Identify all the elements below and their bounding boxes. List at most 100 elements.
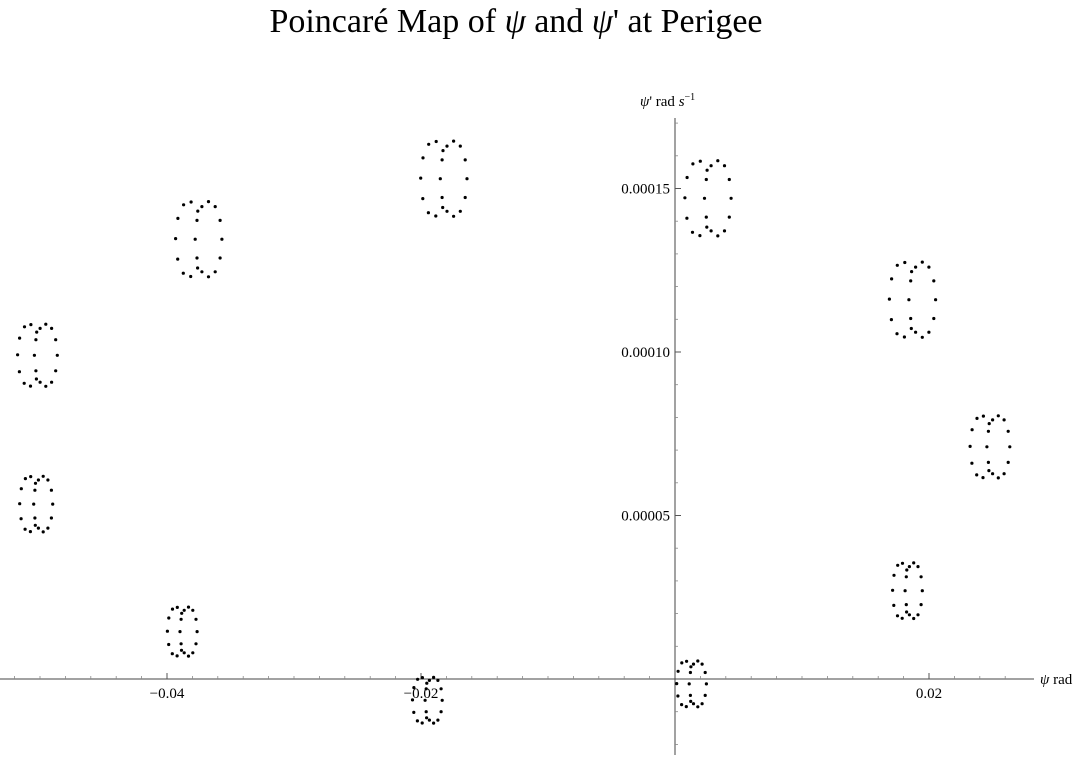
data-point xyxy=(700,702,704,706)
data-point xyxy=(690,230,695,234)
data-point xyxy=(696,659,700,663)
data-point xyxy=(452,214,456,218)
data-point xyxy=(46,526,50,530)
data-point xyxy=(996,414,1000,418)
major-ticks xyxy=(166,188,930,679)
data-point xyxy=(181,271,185,275)
island-7 xyxy=(165,605,199,658)
data-point xyxy=(33,481,38,485)
data-point xyxy=(900,616,904,620)
data-point xyxy=(439,687,443,691)
data-point xyxy=(887,297,892,301)
data-point xyxy=(175,605,179,610)
data-point xyxy=(927,330,931,334)
data-point xyxy=(905,568,909,572)
data-point xyxy=(1008,445,1012,449)
data-point xyxy=(914,330,918,334)
data-point xyxy=(914,265,918,269)
data-point xyxy=(170,607,175,611)
data-point xyxy=(176,257,180,261)
data-point xyxy=(32,353,37,357)
data-point xyxy=(200,205,204,209)
data-point xyxy=(705,168,709,172)
data-point xyxy=(167,616,171,620)
data-point xyxy=(179,617,183,621)
data-point xyxy=(975,416,979,420)
data-point xyxy=(704,215,708,219)
data-point xyxy=(696,705,700,709)
data-point xyxy=(981,476,985,480)
data-point xyxy=(704,177,708,182)
data-point xyxy=(29,323,33,327)
data-point xyxy=(970,428,974,432)
data-point xyxy=(33,523,37,527)
data-point xyxy=(895,263,899,267)
data-point xyxy=(195,218,199,222)
data-point xyxy=(705,225,709,229)
data-point xyxy=(416,677,420,681)
data-point xyxy=(50,326,54,330)
data-point xyxy=(698,234,702,238)
data-point xyxy=(676,694,680,698)
minor-ticks xyxy=(14,122,1006,745)
data-point xyxy=(1006,460,1010,464)
data-point xyxy=(452,139,456,143)
data-point xyxy=(186,605,191,609)
data-point xyxy=(34,338,38,342)
data-point xyxy=(180,611,184,615)
data-point xyxy=(968,444,972,448)
data-point xyxy=(195,256,199,260)
data-point xyxy=(685,216,689,220)
data-point xyxy=(909,326,913,331)
data-point xyxy=(903,260,907,265)
tick-labels: −0.04 −0.02 0.02 0.00005 0.00010 0.00015 xyxy=(150,182,942,703)
data-point xyxy=(891,588,895,592)
data-point xyxy=(412,710,416,715)
data-point xyxy=(934,298,938,302)
data-point xyxy=(23,527,27,531)
data-point xyxy=(892,573,896,577)
data-point xyxy=(436,718,440,722)
data-point xyxy=(895,332,899,336)
data-point xyxy=(716,159,720,163)
data-point xyxy=(675,682,679,686)
island-11 xyxy=(419,139,469,218)
data-point xyxy=(28,530,32,534)
data-point xyxy=(700,662,704,666)
data-point xyxy=(441,149,445,153)
data-point xyxy=(206,200,211,204)
data-point xyxy=(213,205,217,209)
island-2 xyxy=(887,260,938,339)
data-point xyxy=(722,164,727,168)
x-tick-label: 0.02 xyxy=(916,686,942,702)
chart-title: Poincaré Map of ψ and ψ' at Perigee xyxy=(269,3,762,40)
data-point xyxy=(432,721,436,725)
data-point xyxy=(691,702,696,706)
data-point xyxy=(50,380,54,384)
data-point xyxy=(687,682,691,686)
data-point xyxy=(903,589,907,593)
data-point xyxy=(440,158,444,162)
data-point xyxy=(916,613,920,617)
data-point xyxy=(916,565,920,569)
data-point xyxy=(895,614,900,618)
data-point xyxy=(716,234,720,238)
data-point xyxy=(900,561,905,565)
data-point xyxy=(28,384,33,388)
x-tick-label: −0.02 xyxy=(404,686,439,702)
data-point xyxy=(896,563,900,567)
data-point xyxy=(909,279,913,283)
data-point xyxy=(32,502,36,506)
data-point xyxy=(174,237,178,241)
data-point xyxy=(421,197,425,201)
data-point xyxy=(981,414,986,418)
data-point xyxy=(22,325,27,329)
data-point xyxy=(722,229,727,233)
data-point xyxy=(220,237,224,241)
data-point xyxy=(440,195,444,200)
data-point xyxy=(889,318,894,322)
y-tick-label: 0.00005 xyxy=(621,509,670,525)
data-point xyxy=(996,476,1000,480)
data-point xyxy=(439,710,443,714)
island-5 xyxy=(675,659,709,709)
